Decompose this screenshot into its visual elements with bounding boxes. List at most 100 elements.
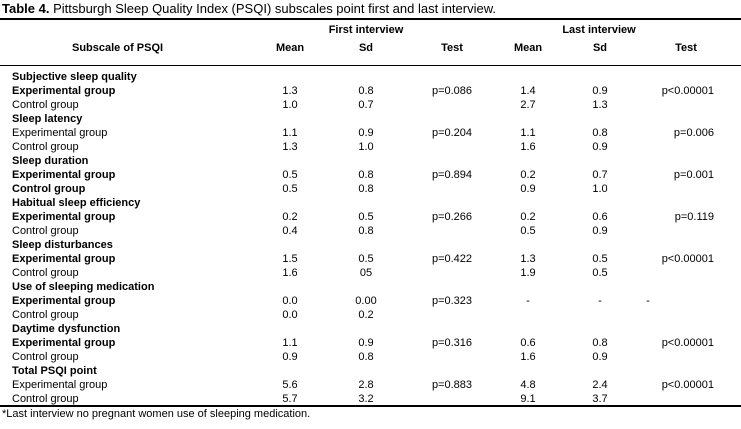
sd1-column-header: Sd [358,42,374,54]
section-title: Sleep disturbances [12,239,113,251]
experimental-test-first: p=0.422 [431,253,473,265]
experimental-test-first: p=0.316 [431,337,473,349]
control-sd-last: 0.9 [592,225,608,237]
top-rule [0,18,741,20]
caption-text: Pittsburgh Sleep Quality Index (PSQI) su… [49,1,496,16]
experimental-test-last: p<0.00001 [661,379,714,391]
experimental-test-last: p=0.006 [673,127,714,139]
experimental-group-label: Experimental group [12,85,116,97]
table-caption: Table 4. Pittsburgh Sleep Quality Index … [2,1,496,16]
experimental-sd-last: 0.8 [592,337,608,349]
control-mean-first: 0.4 [282,225,298,237]
mean1-column-header: Mean [275,42,305,54]
control-mean-last: 1.6 [520,141,536,153]
experimental-mean-last: 0.2 [520,169,536,181]
experimental-test-first: p=0.086 [431,85,473,97]
experimental-mean-last: 1.3 [520,253,536,265]
control-sd-last: 0.9 [592,351,608,363]
experimental-test-last: - [646,295,650,307]
experimental-sd-first: 2.8 [358,379,374,391]
control-group-label: Control group [12,351,79,363]
experimental-sd-first: 0.9 [358,337,374,349]
header-rule [0,65,741,66]
control-group-label: Control group [12,393,79,405]
control-mean-last: 2.7 [520,99,536,111]
last-interview-header: Last interview [562,24,636,36]
first-interview-header: First interview [328,24,404,36]
experimental-test-first: p=0.323 [431,295,473,307]
experimental-test-first: p=0.204 [431,127,473,139]
subscale-column-header: Subscale of PSQI [72,42,164,54]
experimental-test-first: p=0.266 [431,211,473,223]
control-mean-last: 1.6 [520,351,536,363]
control-group-label: Control group [12,141,79,153]
experimental-sd-first: 0.5 [358,253,374,265]
experimental-mean-first: 0.5 [282,169,298,181]
control-mean-first: 5.7 [282,393,298,405]
experimental-group-label: Experimental group [12,127,108,139]
experimental-group-label: Experimental group [12,295,116,307]
control-mean-first: 0.9 [282,351,298,363]
section-title: Sleep latency [12,113,83,125]
bottom-rule [0,405,741,407]
experimental-sd-first: 0.8 [358,169,374,181]
experimental-test-last: p<0.00001 [661,253,714,265]
experimental-sd-last: 0.6 [592,211,608,223]
experimental-test-last: p<0.00001 [661,337,714,349]
experimental-sd-last: 0.9 [592,85,608,97]
control-sd-last: 0.5 [592,267,608,279]
section-title: Daytime dysfunction [12,323,121,335]
section-title: Sleep duration [12,155,89,167]
control-group-label: Control group [12,225,79,237]
control-sd-first: 3.2 [358,393,374,405]
experimental-mean-last: 0.6 [520,337,536,349]
experimental-group-label: Experimental group [12,337,116,349]
experimental-test-first: p=0.894 [431,169,473,181]
experimental-mean-last: 1.4 [520,85,536,97]
control-sd-first: 0.8 [358,225,374,237]
experimental-sd-last: 0.7 [592,169,608,181]
test1-column-header: Test [441,42,463,54]
control-mean-first: 1.0 [282,99,298,111]
control-mean-first: 0.5 [282,183,298,195]
experimental-sd-last: 0.5 [592,253,608,265]
control-group-label: Control group [12,309,79,321]
control-mean-last: 0.5 [520,225,536,237]
control-mean-last: 9.1 [520,393,536,405]
experimental-mean-first: 0.0 [282,295,298,307]
experimental-group-label: Experimental group [12,211,116,223]
test2-column-header: Test [675,42,697,54]
experimental-test-last: p=0.001 [673,169,714,181]
experimental-test-last: p<0.00001 [661,85,714,97]
experimental-sd-first: 0.9 [358,127,374,139]
control-group-label: Control group [12,99,79,111]
section-title: Use of sleeping medication [12,281,155,293]
control-sd-first: 1.0 [358,141,374,153]
control-sd-last: 3.7 [592,393,608,405]
control-group-label: Control group [12,183,86,195]
experimental-group-label: Experimental group [12,379,108,391]
experimental-mean-first: 1.3 [282,85,298,97]
experimental-mean-last: 0.2 [520,211,536,223]
experimental-mean-last: - [526,295,530,307]
control-sd-first: 0.8 [358,183,374,195]
section-title: Subjective sleep quality [12,71,137,83]
section-title: Total PSQI point [12,365,97,377]
control-sd-first: 0.2 [358,309,374,321]
control-group-label: Control group [12,267,79,279]
experimental-mean-first: 1.5 [282,253,298,265]
control-sd-first: 0.7 [358,99,374,111]
control-mean-first: 0.0 [282,309,298,321]
experimental-sd-first: 0.5 [358,211,374,223]
experimental-group-label: Experimental group [12,169,116,181]
control-sd-last: 1.0 [592,183,608,195]
table-footnote: *Last interview no pregnant women use of… [2,408,311,420]
control-sd-last: 0.9 [592,141,608,153]
experimental-sd-last: - [598,295,602,307]
experimental-sd-last: 2.4 [592,379,608,391]
experimental-mean-first: 1.1 [282,337,298,349]
mean2-column-header: Mean [513,42,543,54]
experimental-test-first: p=0.883 [431,379,473,391]
experimental-test-last: p=0.119 [674,211,714,223]
